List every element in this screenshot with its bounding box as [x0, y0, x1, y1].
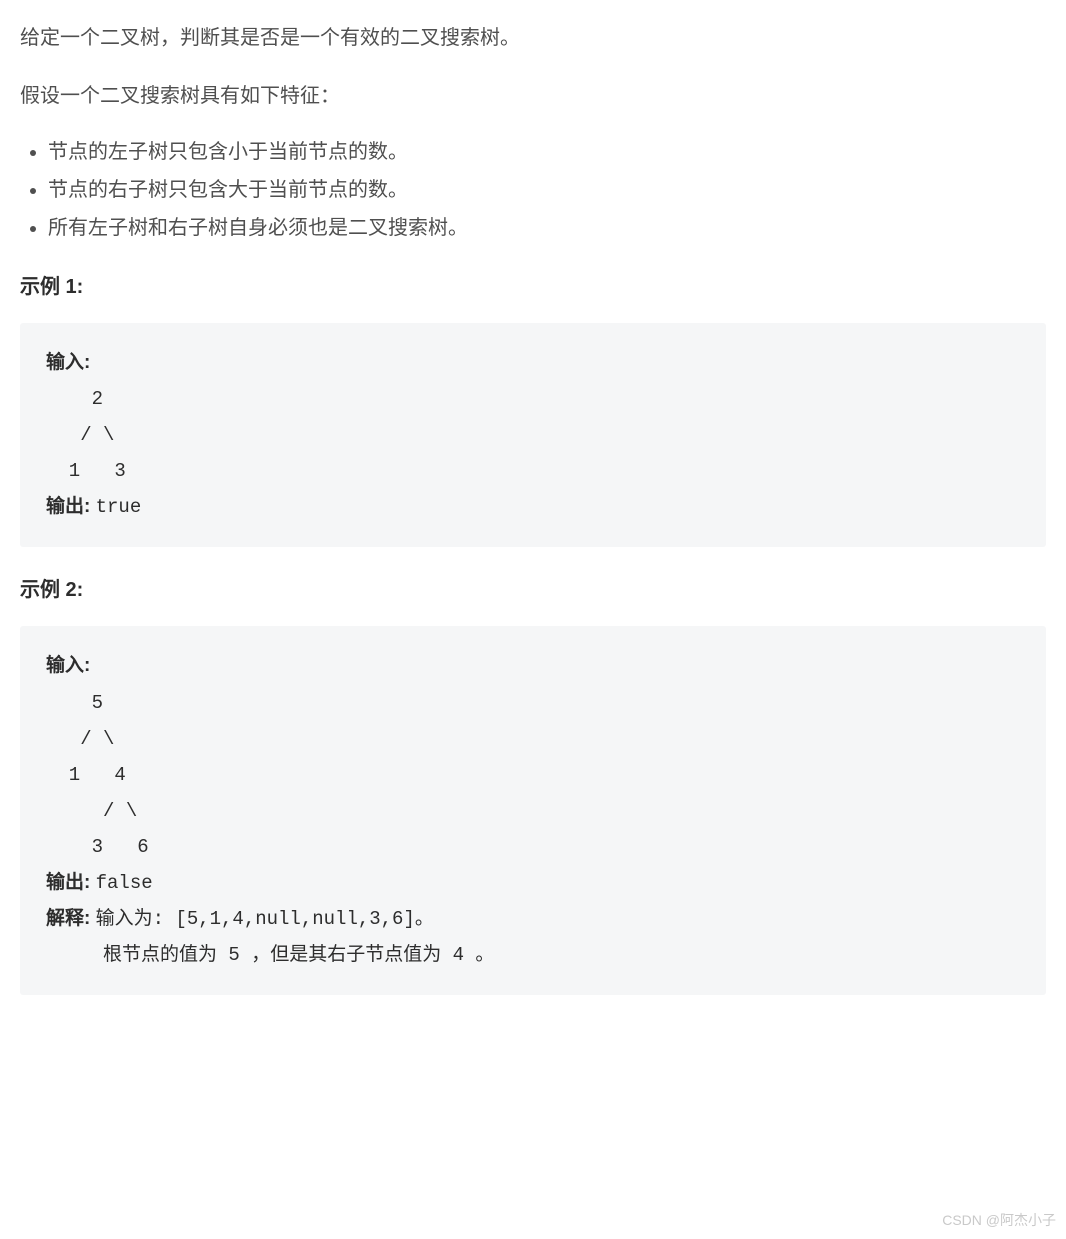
rule-item: 所有左子树和右子树自身必须也是二叉搜索树。 — [48, 212, 1046, 244]
tree-line: 5 — [46, 692, 103, 714]
output-value: true — [96, 496, 142, 518]
rules-list: 节点的左子树只包含小于当前节点的数。 节点的右子树只包含大于当前节点的数。 所有… — [20, 136, 1046, 244]
tree-line: 2 — [46, 388, 103, 410]
input-label: 输入: — [46, 352, 90, 373]
explain-label: 解释: — [46, 908, 96, 929]
explain-text: 输入为: [5,1,4,null,null,3,6]。 — [96, 908, 434, 930]
explain-text: 根节点的值为 5 ，但是其右子节点值为 4 。 — [46, 944, 494, 966]
rule-item: 节点的右子树只包含大于当前节点的数。 — [48, 174, 1046, 206]
example-2-title: 示例 2: — [20, 572, 1046, 608]
assumption-intro: 假设一个二叉搜索树具有如下特征： — [20, 78, 1046, 114]
output-label: 输出: — [46, 872, 96, 893]
tree-line: / \ — [46, 424, 114, 446]
problem-statement: 给定一个二叉树，判断其是否是一个有效的二叉搜索树。 — [20, 20, 1046, 56]
output-label: 输出: — [46, 496, 96, 517]
tree-line: / \ — [46, 728, 114, 750]
example-1-block: 输入: 2 / \ 1 3 输出: true — [20, 323, 1046, 547]
input-label: 输入: — [46, 655, 90, 676]
tree-line: 1 3 — [46, 460, 126, 482]
tree-line: / \ — [46, 800, 137, 822]
tree-line: 3 6 — [46, 836, 149, 858]
example-1-title: 示例 1: — [20, 269, 1046, 305]
output-value: false — [96, 872, 153, 894]
example-2-block: 输入: 5 / \ 1 4 / \ 3 6 输出: false 解释: 输入为:… — [20, 626, 1046, 995]
tree-line: 1 4 — [46, 764, 126, 786]
rule-item: 节点的左子树只包含小于当前节点的数。 — [48, 136, 1046, 168]
watermark: CSDN @阿杰小子 — [942, 1208, 1056, 1233]
